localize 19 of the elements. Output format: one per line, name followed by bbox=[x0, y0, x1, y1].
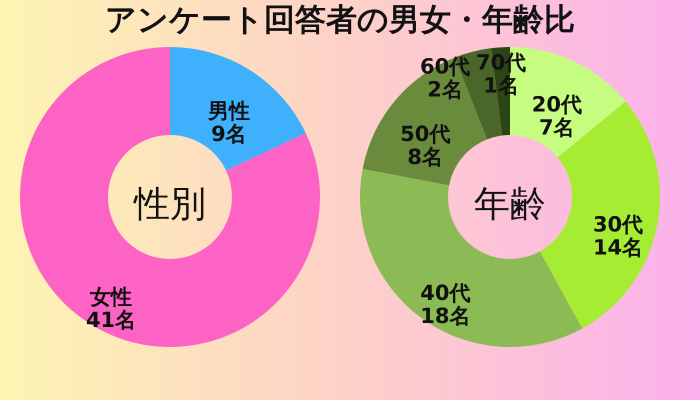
slice-label: 女性 bbox=[89, 284, 132, 309]
data-label: 18名 bbox=[420, 304, 470, 328]
text: 年齢 bbox=[474, 184, 546, 225]
data-label: 7名 bbox=[539, 115, 575, 140]
slice-label: 50代 bbox=[400, 122, 450, 146]
text: 性別 bbox=[133, 184, 206, 225]
donut-slice bbox=[170, 47, 306, 171]
slice-label: 40代 bbox=[420, 280, 470, 305]
data-label: 9名 bbox=[211, 122, 247, 146]
slice-label: 20代 bbox=[532, 92, 582, 116]
donut-slice bbox=[20, 47, 320, 347]
chart-title: アンケート回答者の男女・年齢比 bbox=[105, 2, 575, 38]
data-label: 14名 bbox=[592, 236, 644, 260]
slice-label: 30代 bbox=[592, 212, 644, 237]
data-label: 41名 bbox=[86, 308, 136, 332]
data-label: 2名 bbox=[427, 77, 463, 102]
data-label: 8名 bbox=[407, 144, 444, 169]
donut-slice bbox=[360, 168, 582, 347]
slice-label: 男性 bbox=[206, 99, 250, 124]
